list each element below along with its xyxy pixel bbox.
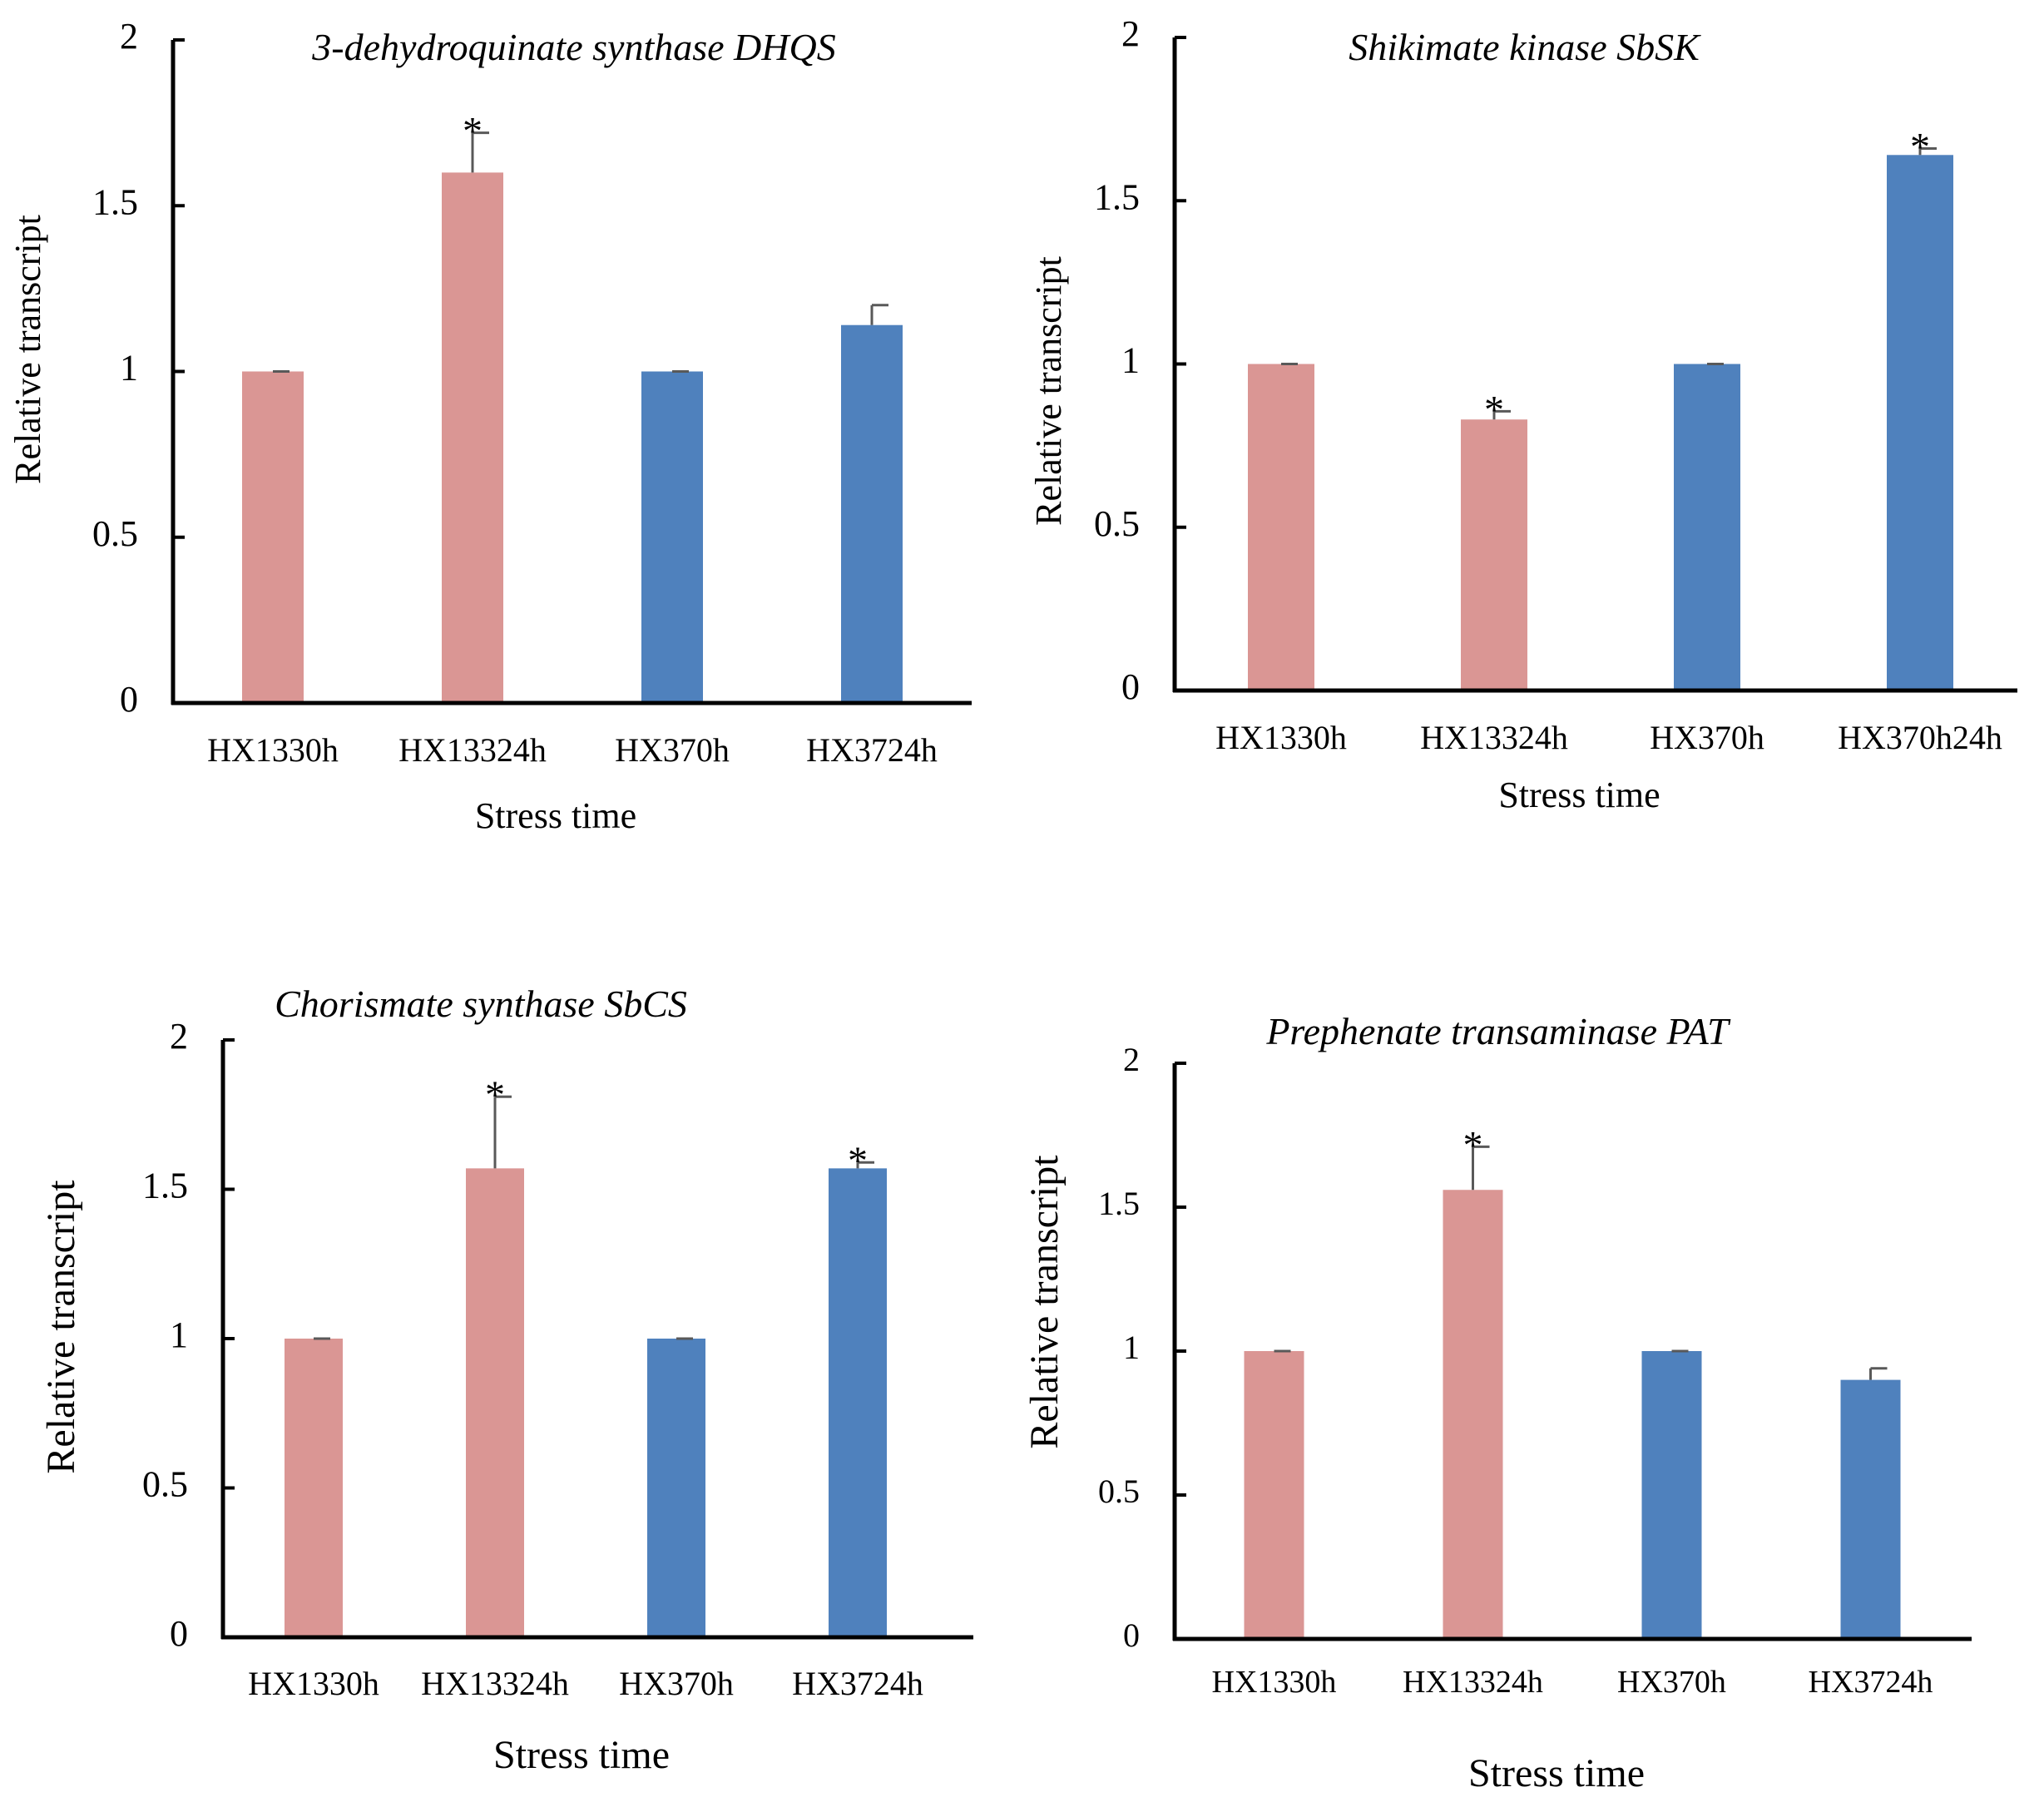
chart-title: Chorismate synthase SbCS bbox=[275, 983, 687, 1025]
significance-star: * bbox=[1463, 1123, 1483, 1167]
y-tick-label: 1 bbox=[120, 348, 138, 389]
bar-hx3724h bbox=[841, 324, 903, 703]
x-axis-label: Stress time bbox=[1468, 1751, 1645, 1795]
significance-star: * bbox=[485, 1073, 505, 1117]
bar-hx370h bbox=[1641, 1351, 1702, 1639]
bar-hx13324h bbox=[1461, 419, 1527, 691]
y-tick-label: 2 bbox=[120, 16, 138, 57]
chart-panel-4: Prephenate transaminase PAT Relative tran… bbox=[1022, 1010, 1972, 1795]
y-tick-label: 1 bbox=[1121, 340, 1140, 381]
x-tick-label: HX13324h bbox=[398, 731, 547, 769]
y-tick-label: 1 bbox=[1123, 1329, 1140, 1366]
y-tick-label: 2 bbox=[170, 1016, 188, 1057]
x-tick-label: HX1330h bbox=[1215, 719, 1347, 756]
y-axis-label: Relative transcript bbox=[1028, 256, 1069, 526]
y-tick-label: 1 bbox=[170, 1314, 188, 1355]
y-tick-label: 0.5 bbox=[142, 1464, 188, 1505]
y-axis-label: Relative transcript bbox=[7, 215, 48, 484]
y-tick-label: 1.5 bbox=[92, 181, 138, 222]
chart-panel-1: 3-dehydroquinate synthase DHQS Relative t… bbox=[7, 16, 972, 836]
bar-hx370h bbox=[641, 371, 703, 703]
y-tick-label: 1.5 bbox=[142, 1166, 188, 1206]
x-tick-label: HX13324h bbox=[1403, 1665, 1543, 1700]
bar-hx370h bbox=[1674, 364, 1740, 691]
x-tick-label: HX370h bbox=[1650, 719, 1764, 756]
y-axis-label: Relative transcript bbox=[1022, 1155, 1067, 1449]
x-axis-label: Stress time bbox=[1498, 775, 1660, 815]
x-axis-label: Stress time bbox=[493, 1733, 670, 1777]
x-tick-label: HX370h24h bbox=[1838, 719, 2002, 756]
x-tick-label: HX1330h bbox=[207, 731, 339, 769]
bar-hx1330h bbox=[285, 1339, 343, 1637]
y-tick-label: 1.5 bbox=[1094, 176, 1140, 217]
x-tick-label: HX1330h bbox=[1212, 1665, 1337, 1700]
x-tick-label: HX3724h bbox=[792, 1665, 923, 1702]
significance-star: * bbox=[1910, 125, 1930, 169]
y-axis-label: Relative transcript bbox=[39, 1180, 83, 1474]
chart-title: Prephenate transaminase PAT bbox=[1265, 1010, 1731, 1052]
x-tick-label: HX370h bbox=[1617, 1665, 1726, 1700]
chart-panel-2: Shikimate kinase SbSK Relative transcript… bbox=[1028, 13, 2017, 815]
significance-star: * bbox=[463, 110, 483, 154]
y-tick-label: 0 bbox=[1121, 666, 1140, 707]
bar-hx370h bbox=[647, 1339, 705, 1637]
bar-hx1330h bbox=[1244, 1351, 1304, 1639]
bar-hx3724h bbox=[1840, 1379, 1901, 1639]
y-tick-label: 2 bbox=[1121, 13, 1140, 54]
bar-hx1330h bbox=[242, 371, 304, 703]
y-tick-label: 0 bbox=[1123, 1616, 1140, 1654]
chart-panel-3: Chorismate synthase SbCS Relative transcr… bbox=[39, 983, 973, 1777]
x-tick-label: HX13324h bbox=[1420, 719, 1568, 756]
bar-hx3724h bbox=[829, 1168, 887, 1637]
y-tick-label: 0 bbox=[170, 1613, 188, 1654]
bar-hx370h24h bbox=[1887, 155, 1953, 691]
x-tick-label: HX3724h bbox=[1809, 1665, 1933, 1700]
chart-title: 3-dehydroquinate synthase DHQS bbox=[311, 26, 835, 68]
x-axis-label: Stress time bbox=[475, 795, 636, 836]
bar-hx1330h bbox=[1248, 364, 1314, 691]
x-tick-label: HX370h bbox=[615, 731, 730, 769]
chart-title: Shikimate kinase SbSK bbox=[1349, 26, 1701, 68]
bar-hx13324h bbox=[1443, 1190, 1503, 1639]
y-tick-label: 0.5 bbox=[1098, 1473, 1140, 1510]
x-tick-label: HX3724h bbox=[806, 731, 938, 769]
x-tick-label: HX1330h bbox=[248, 1665, 379, 1702]
y-tick-label: 1.5 bbox=[1098, 1185, 1140, 1222]
bar-hx13324h bbox=[466, 1168, 524, 1637]
significance-star: * bbox=[1484, 388, 1504, 432]
x-tick-label: HX13324h bbox=[421, 1665, 569, 1702]
y-tick-label: 0.5 bbox=[1094, 503, 1140, 544]
x-tick-label: HX370h bbox=[619, 1665, 734, 1702]
y-tick-label: 0 bbox=[120, 679, 138, 720]
y-tick-label: 0.5 bbox=[92, 513, 138, 554]
bar-hx13324h bbox=[442, 172, 503, 703]
significance-star: * bbox=[848, 1139, 868, 1183]
y-tick-label: 2 bbox=[1123, 1041, 1140, 1078]
